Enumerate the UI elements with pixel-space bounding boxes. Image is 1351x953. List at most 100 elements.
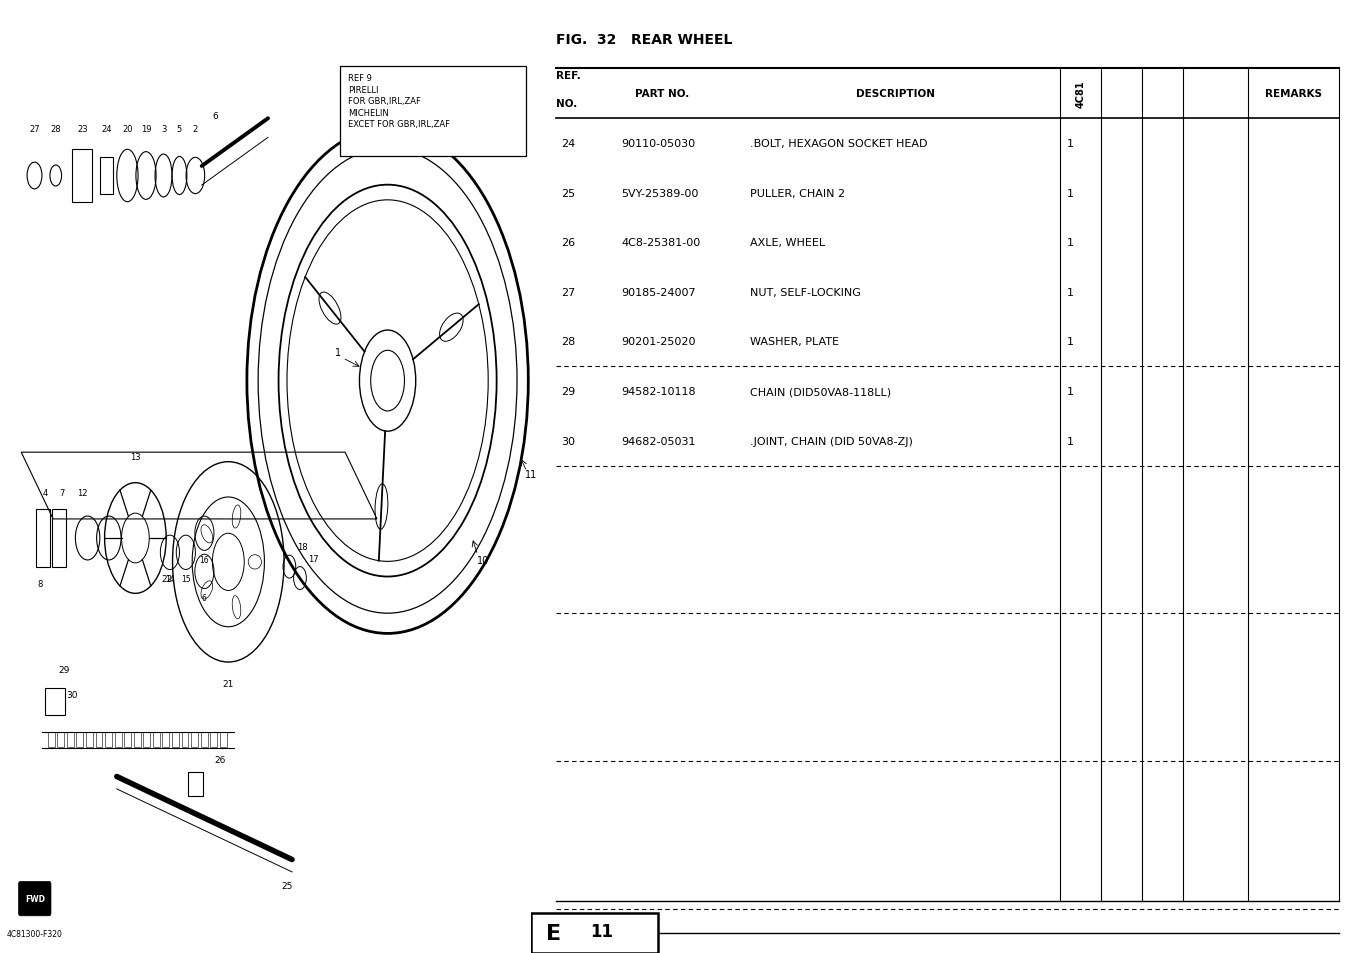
Text: AXLE, WHEEL: AXLE, WHEEL [750, 238, 825, 248]
Text: 4C81300-F320: 4C81300-F320 [7, 929, 62, 939]
Text: 11: 11 [590, 923, 613, 940]
Bar [162, 732, 169, 747]
Text: 1: 1 [1066, 337, 1074, 347]
Bar [340, 67, 526, 157]
Text: 1: 1 [1066, 189, 1074, 198]
Text: 90201-25020: 90201-25020 [621, 337, 696, 347]
Text: .BOLT, HEXAGON SOCKET HEAD: .BOLT, HEXAGON SOCKET HEAD [750, 139, 927, 149]
Text: REF.: REF. [555, 71, 581, 81]
Bar [134, 732, 141, 747]
Text: 4C8-25381-00: 4C8-25381-00 [621, 238, 700, 248]
Bar [86, 732, 93, 747]
Text: REMARKS: REMARKS [1265, 90, 1323, 99]
Bar [105, 732, 112, 747]
Text: E: E [546, 923, 561, 943]
Text: 1: 1 [1066, 288, 1074, 297]
Text: 94582-10118: 94582-10118 [621, 387, 696, 396]
Text: 25: 25 [561, 189, 576, 198]
Text: 29: 29 [58, 665, 69, 674]
Text: 28: 28 [50, 125, 61, 133]
Text: WASHER, PLATE: WASHER, PLATE [750, 337, 839, 347]
Text: 4: 4 [43, 489, 49, 497]
Text: 1: 1 [1066, 387, 1074, 396]
Bar [47, 732, 54, 747]
Bar [115, 732, 122, 747]
Text: 12: 12 [77, 489, 88, 497]
Bar [96, 732, 103, 747]
Text: REF 9
PIRELLI
FOR GBR,IRL,ZAF
MICHELIN
EXCET FOR GBR,IRL,ZAF: REF 9 PIRELLI FOR GBR,IRL,ZAF MICHELIN E… [347, 74, 450, 129]
Text: 16: 16 [200, 556, 209, 564]
Bar [211, 732, 218, 747]
Text: 23: 23 [77, 125, 88, 133]
Text: 24: 24 [561, 139, 576, 149]
Text: 5VY-25389-00: 5VY-25389-00 [621, 189, 698, 198]
Bar [220, 732, 227, 747]
Text: 90110-05030: 90110-05030 [621, 139, 696, 149]
Text: PART NO.: PART NO. [635, 90, 689, 99]
Text: 11: 11 [526, 469, 538, 479]
Text: 19: 19 [141, 125, 151, 133]
Text: DESCRIPTION: DESCRIPTION [857, 90, 935, 99]
Text: 5: 5 [177, 125, 182, 133]
Text: CHAIN (DID50VA8-118LL): CHAIN (DID50VA8-118LL) [750, 387, 892, 396]
Bar [100, 158, 113, 194]
Text: 21: 21 [223, 679, 234, 688]
Circle shape [370, 351, 404, 412]
Text: 9: 9 [394, 69, 401, 78]
Text: 24: 24 [101, 125, 111, 133]
Text: 90185-24007: 90185-24007 [621, 288, 696, 297]
Bar [72, 151, 92, 203]
Text: 10: 10 [477, 555, 489, 565]
Text: FIG.  32   REAR WHEEL: FIG. 32 REAR WHEEL [555, 33, 732, 48]
Text: 2: 2 [193, 125, 199, 133]
Text: FWD: FWD [24, 894, 45, 903]
Text: 1: 1 [335, 348, 342, 358]
Bar [181, 732, 189, 747]
Text: 1: 1 [1066, 238, 1074, 248]
Bar [172, 732, 178, 747]
Text: 18: 18 [297, 543, 308, 552]
Text: 17: 17 [308, 555, 319, 563]
Text: NO.: NO. [555, 99, 577, 109]
Text: 14: 14 [165, 575, 174, 583]
Bar [143, 732, 150, 747]
Text: 1: 1 [1066, 139, 1074, 149]
Text: 26: 26 [561, 238, 576, 248]
Text: 29: 29 [561, 387, 576, 396]
Text: 30: 30 [66, 691, 77, 700]
Text: PULLER, CHAIN 2: PULLER, CHAIN 2 [750, 189, 844, 198]
Text: 27: 27 [561, 288, 576, 297]
Text: 30: 30 [561, 436, 576, 446]
Text: 26: 26 [215, 756, 226, 764]
Text: 22: 22 [162, 575, 173, 583]
Text: 25: 25 [281, 882, 292, 890]
Text: .JOINT, CHAIN (DID 50VA8-ZJ): .JOINT, CHAIN (DID 50VA8-ZJ) [750, 436, 913, 446]
Text: 6: 6 [203, 594, 207, 602]
Text: 13: 13 [130, 453, 141, 461]
Bar [68, 732, 74, 747]
Text: 6: 6 [212, 112, 218, 121]
Text: 94682-05031: 94682-05031 [621, 436, 696, 446]
Text: 1: 1 [1066, 436, 1074, 446]
Bar [531, 913, 658, 953]
Text: 28: 28 [561, 337, 576, 347]
Bar [124, 732, 131, 747]
Bar [189, 772, 204, 796]
Bar [190, 732, 199, 747]
Bar [53, 510, 66, 567]
Text: 3: 3 [161, 125, 166, 133]
Bar [45, 688, 65, 715]
Text: NUT, SELF-LOCKING: NUT, SELF-LOCKING [750, 288, 861, 297]
Bar [77, 732, 84, 747]
Text: 4C81: 4C81 [1075, 80, 1085, 108]
Text: 7: 7 [59, 489, 65, 497]
Bar [57, 732, 65, 747]
Bar [153, 732, 159, 747]
Text: 8: 8 [36, 579, 42, 588]
Bar [36, 510, 50, 567]
Bar [201, 732, 208, 747]
FancyBboxPatch shape [19, 882, 51, 916]
Text: 20: 20 [122, 125, 132, 133]
Text: 27: 27 [30, 125, 39, 133]
Text: 15: 15 [181, 575, 190, 583]
